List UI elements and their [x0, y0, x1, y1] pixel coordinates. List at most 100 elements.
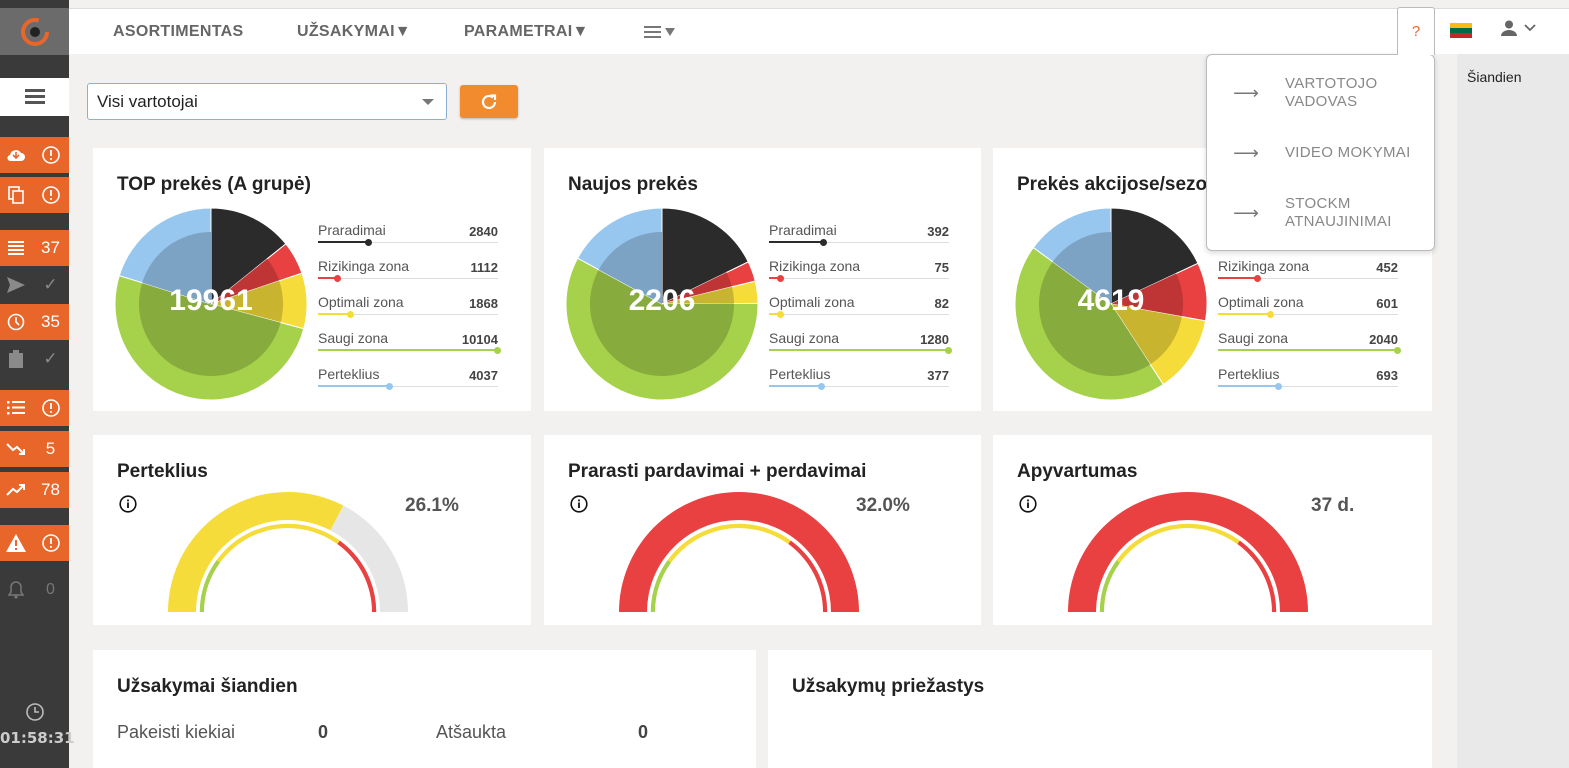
legend-label: Optimali zona: [1218, 294, 1304, 310]
nav-more-menu[interactable]: [644, 9, 676, 55]
legend-label: Praradimai: [318, 222, 386, 238]
legend-row-risk[interactable]: Rizikinga zona 75: [769, 258, 949, 294]
legend-dot: [1253, 275, 1261, 282]
sidebar-item-send[interactable]: ✓: [0, 267, 69, 303]
gauge-chart: [619, 492, 859, 613]
sidebar-item-clipboard[interactable]: ✓: [0, 341, 69, 377]
sidebar-item-timer[interactable]: 35: [0, 304, 69, 340]
clipboard-icon: [0, 341, 32, 377]
pie-total: 19961: [169, 284, 253, 317]
cancelled-label: Atšaukta: [436, 722, 507, 742]
cloud-download-icon: [0, 137, 32, 173]
legend-row-optimal[interactable]: Optimali zona 82: [769, 294, 949, 330]
pie-inner-slice-risk: [1111, 273, 1183, 317]
legend-bar: [1218, 277, 1258, 279]
pie-inner-slice-risk: [211, 258, 280, 304]
gauge-fill: [619, 492, 859, 612]
send-icon: [0, 267, 32, 303]
app-logo[interactable]: [0, 8, 69, 55]
sidebar-item-warning[interactable]: [0, 525, 69, 561]
pie-inner-slice-optimal: [662, 286, 734, 304]
legend-track: [769, 314, 949, 315]
sidebar-item-copy[interactable]: [0, 177, 69, 213]
nav-assortment[interactable]: ASORTIMENTAS: [113, 23, 244, 40]
legend-bar: [1218, 313, 1272, 315]
legend-label: Saugi zona: [318, 330, 389, 346]
sidebar-item-trend-down[interactable]: 5: [0, 431, 69, 467]
refresh-button[interactable]: [460, 85, 518, 118]
help-item-video[interactable]: ⟶ VIDEO MOKYMAI: [1207, 128, 1436, 178]
card-title: Perteklius: [117, 461, 208, 482]
orders-today-card: Užsakymai šiandien Pakeisti kiekiai 0 At…: [93, 650, 756, 768]
legend-row-optimal[interactable]: Optimali zona 1868: [318, 294, 498, 330]
nav-orders[interactable]: UŽSAKYMAI▼: [297, 23, 411, 40]
legend-label: Rizikinga zona: [1218, 258, 1310, 274]
legend-dot: [385, 383, 393, 390]
gauge-chart: [168, 491, 408, 613]
pie-total: 2206: [628, 284, 696, 317]
legend-bar: [1218, 385, 1280, 387]
legend-value: 693: [1376, 368, 1398, 383]
menu-toggle-button[interactable]: [0, 78, 69, 116]
arrow-right-icon: ⟶: [1233, 142, 1259, 163]
legend-dot: [494, 347, 501, 354]
help-dropdown: ⟶ VARTOTOJO VADOVAS ⟶ VIDEO MOKYMAI ⟶ ST…: [1206, 54, 1435, 251]
gauge-fill: [1068, 492, 1308, 612]
legend-track: [769, 386, 949, 387]
legend-row-safe[interactable]: Saugi zona 2040: [1218, 330, 1401, 366]
arrow-right-icon: ⟶: [1233, 202, 1259, 223]
legend-row-safe[interactable]: Saugi zona 1280: [769, 330, 952, 366]
legend-track: [1218, 314, 1398, 315]
legend-row-loss[interactable]: Praradimai 2840: [318, 222, 498, 258]
legend-row-optimal[interactable]: Optimali zona 601: [1218, 294, 1398, 330]
legend-row-surplus[interactable]: Perteklius 693: [1218, 366, 1398, 402]
pie-inner-slice-optimal: [1111, 304, 1182, 365]
gauge-fill: [168, 491, 344, 612]
legend-dot: [1394, 347, 1401, 354]
pie-inner-slice-surplus: [142, 232, 211, 304]
nav-parameters[interactable]: PARAMETRAI▼: [464, 23, 589, 40]
language-flag-icon[interactable]: [1450, 23, 1472, 38]
legend-row-risk[interactable]: Rizikinga zona 1112: [318, 258, 498, 294]
sidebar-item-download[interactable]: [0, 137, 69, 173]
refresh-icon: [481, 93, 497, 109]
help-button[interactable]: ?: [1397, 7, 1435, 55]
info-icon[interactable]: [119, 495, 137, 513]
pie-card-top-items: TOP prekės (A grupė) 19961 Praradimai 2840 R…: [93, 148, 531, 411]
sidebar-item-tasks[interactable]: [0, 390, 69, 426]
legend-track: [1218, 386, 1398, 387]
changed-quantities-value: 0: [318, 722, 329, 742]
alert-icon: [32, 525, 69, 561]
top-navigation: ASORTIMENTAS UŽSAKYMAI▼ PARAMETRAI▼: [69, 8, 1569, 54]
legend-row-safe[interactable]: Saugi zona 10104: [318, 330, 501, 366]
bullet-list-icon: [0, 390, 32, 426]
help-item-label: STOCKM ATNAUJINIMAI: [1285, 195, 1392, 230]
user-filter-select[interactable]: Visi vartotojai: [87, 83, 447, 120]
legend-track: [769, 242, 949, 243]
help-item-updates[interactable]: ⟶ STOCKM ATNAUJINIMAI: [1207, 188, 1436, 238]
lines-icon: [0, 230, 32, 266]
pie-chart: [114, 207, 308, 401]
legend-row-surplus[interactable]: Perteklius 4037: [318, 366, 498, 402]
copy-icon: [0, 177, 32, 213]
legend-bar: [318, 385, 390, 387]
alert-icon: [32, 137, 69, 173]
help-item-user-guide[interactable]: ⟶ VARTOTOJO VADOVAS: [1207, 68, 1436, 118]
sidebar-item-trend-up[interactable]: 78: [0, 472, 69, 508]
sidebar-item-list[interactable]: 37: [0, 230, 69, 266]
warning-icon: [0, 525, 32, 561]
pie-inner-slice-surplus: [1052, 232, 1111, 304]
legend-row-risk[interactable]: Rizikinga zona 452: [1218, 258, 1398, 294]
legend-row-surplus[interactable]: Perteklius 377: [769, 366, 949, 402]
legend-track: [318, 278, 498, 279]
info-icon[interactable]: [570, 495, 588, 513]
legend-value: 1280: [920, 332, 949, 347]
card-title: TOP prekės (A grupė): [117, 174, 311, 195]
user-menu[interactable]: [1500, 20, 1536, 36]
info-icon[interactable]: [1019, 495, 1037, 513]
legend-row-loss[interactable]: Praradimai 392: [769, 222, 949, 258]
notifications[interactable]: 0: [0, 572, 69, 608]
legend-label: Saugi zona: [1218, 330, 1289, 346]
gauge-card-turnover: Apyvartumas 37 d.: [993, 435, 1432, 625]
legend-value: 82: [934, 296, 949, 311]
